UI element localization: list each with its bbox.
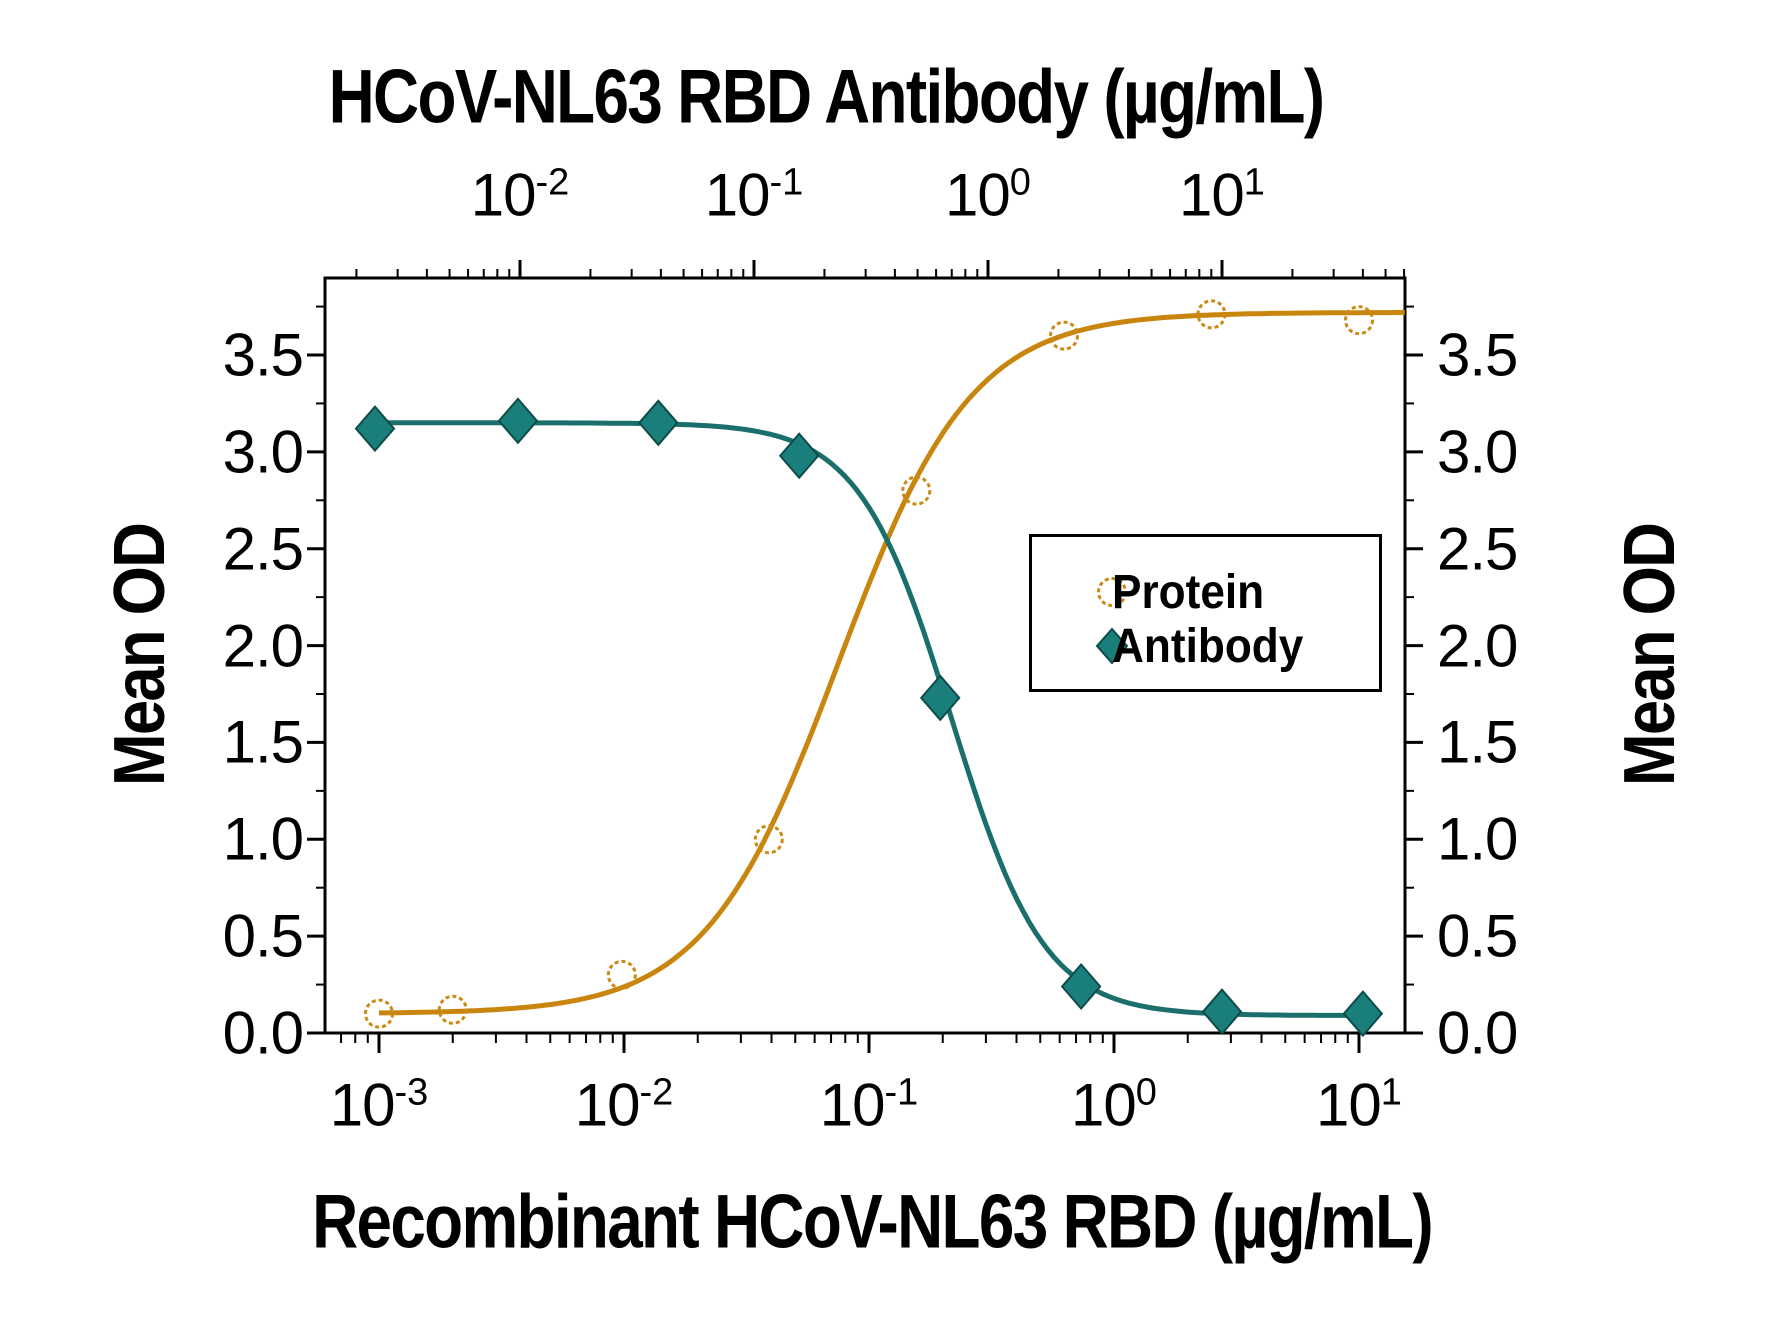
right-ytick-label: 0.5 <box>1437 902 1518 970</box>
legend-label-protein: Protein <box>1112 565 1265 619</box>
left-ytick-label: 1.5 <box>222 708 304 776</box>
right-ytick-label: 0.0 <box>1437 999 1518 1067</box>
top-axis-title: HCoV-NL63 RBD Antibody (µg/mL) <box>328 54 1325 140</box>
antibody-point <box>1060 962 1102 1011</box>
protein-point <box>901 475 932 506</box>
antibody-point <box>637 399 679 447</box>
protein-point <box>1048 320 1079 351</box>
open-circle-icon <box>1097 577 1127 607</box>
left-axis-title: Mean OD <box>100 523 180 787</box>
bottom-xtick-label: 101 <box>1316 1071 1402 1139</box>
legend-item-protein: Protein <box>1084 565 1277 619</box>
filled-diamond-icon <box>1095 627 1129 665</box>
top-xtick-label: 101 <box>1179 161 1265 229</box>
bottom-xtick-label: 10-2 <box>574 1071 674 1139</box>
antibody-point <box>1201 988 1243 1036</box>
top-xtick-label: 100 <box>945 161 1031 229</box>
legend-label-antibody: Antibody <box>1112 619 1304 673</box>
right-ytick-label: 3.5 <box>1437 321 1518 389</box>
protein-point <box>1344 305 1374 336</box>
left-ytick-label: 0.0 <box>222 999 304 1067</box>
right-ytick-label: 3.0 <box>1437 418 1518 486</box>
antibody-point <box>497 397 539 445</box>
legend: Protein Antibody <box>1029 534 1382 692</box>
right-ytick-label: 1.0 <box>1437 805 1518 873</box>
right-ytick-label: 1.5 <box>1437 708 1518 776</box>
antibody-point <box>354 405 396 453</box>
right-ytick-label: 2.5 <box>1437 515 1518 583</box>
left-ytick-label: 2.0 <box>222 612 304 680</box>
top-xtick-label: 10-1 <box>704 161 804 229</box>
right-axis-title: Mean OD <box>1610 523 1690 787</box>
top-xtick-label: 10-2 <box>470 161 570 229</box>
curve-protein <box>379 310 1405 1016</box>
protein-point <box>437 994 468 1025</box>
bottom-xtick-label: 10-1 <box>819 1071 919 1139</box>
protein-point <box>364 998 394 1029</box>
protein-point <box>606 959 637 990</box>
left-ytick-label: 3.5 <box>222 321 304 389</box>
antibody-point <box>1342 990 1384 1038</box>
left-ytick-label: 3.0 <box>222 418 304 486</box>
right-ytick-label: 2.0 <box>1437 612 1518 680</box>
bottom-xtick-label: 100 <box>1071 1071 1157 1139</box>
antibody-point <box>778 432 820 480</box>
antibody-point <box>919 674 961 722</box>
protein-point <box>1196 299 1227 330</box>
bottom-axis-title: Recombinant HCoV-NL63 RBD (µg/mL) <box>312 1179 1434 1265</box>
left-ytick-label: 1.0 <box>222 805 304 873</box>
protein-point <box>753 824 784 855</box>
left-ytick-label: 2.5 <box>222 515 304 583</box>
left-ytick-label: 0.5 <box>222 902 304 970</box>
legend-item-antibody: Antibody <box>1084 619 1320 673</box>
bottom-xtick-label: 10-3 <box>329 1071 429 1139</box>
curve-antibody <box>374 420 1363 1018</box>
